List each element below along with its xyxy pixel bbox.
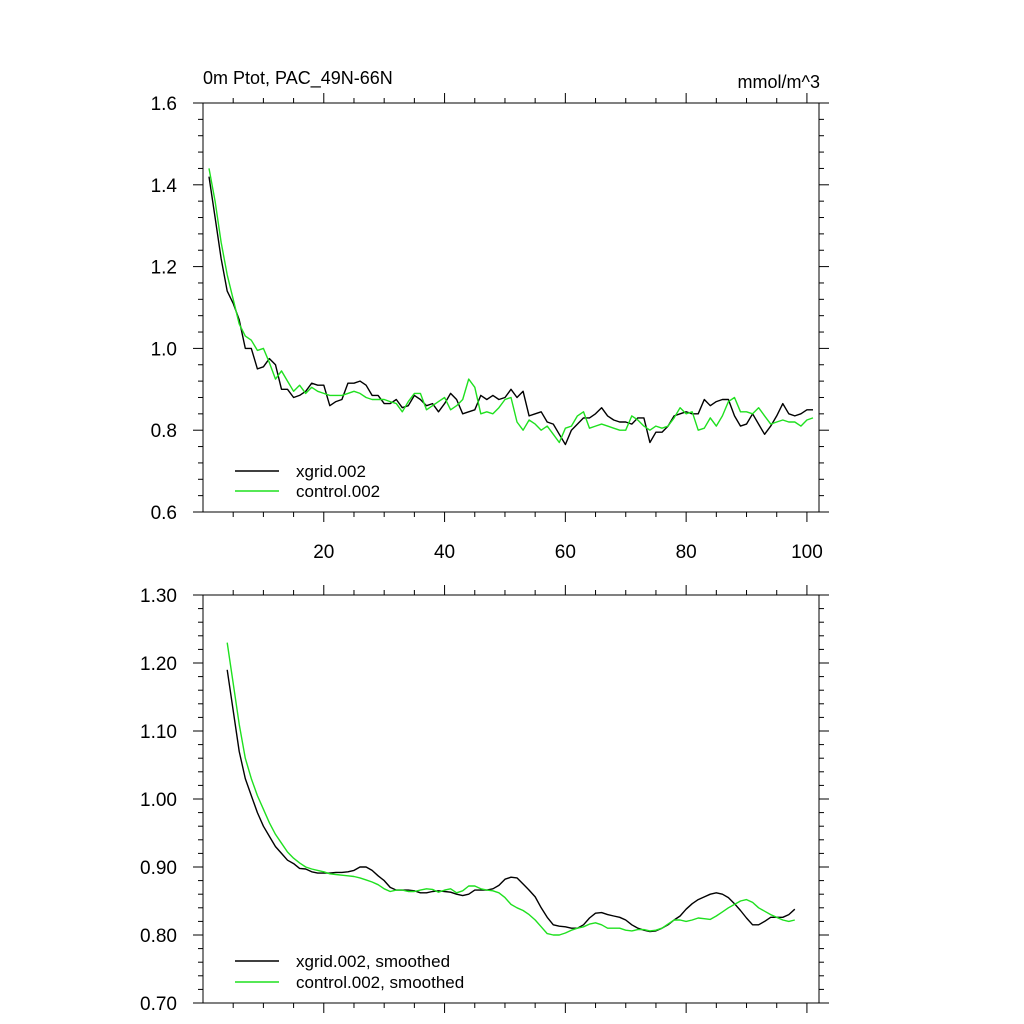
bottom-legend-label-control: control.002, smoothed [296,973,464,992]
top-y-tick-label: 0.8 [151,421,177,442]
top-x-tick-label: 100 [791,542,823,563]
top-series-line-xgrid [208,176,813,446]
top-x-tick-labels: 20 40 60 80 100 [313,542,823,563]
top-legend-label-control: control.002 [296,482,380,501]
bottom-legend-label-xgrid: xgrid.002, smoothed [296,952,450,971]
top-ticks [193,93,829,522]
top-panel: 0m Ptot, PAC_49N-66N mmol/m^3 0.6 0.8 1.0 1… [151,68,829,563]
top-chart-title: 0m Ptot, PAC_49N-66N [203,68,393,89]
bottom-plot-frame [202,594,820,1004]
bot-y-tick-label: 0.70 [140,994,177,1015]
top-x-tick-label: 40 [434,542,455,563]
top-y-tick-label: 1.2 [151,258,177,279]
top-series-group [208,168,814,446]
bot-y-tick-label: 1.00 [140,790,177,811]
bottom-series-group [226,642,796,936]
top-legend-label-xgrid: xgrid.002 [296,462,366,481]
top-x-tick-label: 20 [313,542,334,563]
bot-y-tick-label: 0.80 [140,926,177,947]
bot-series-line-control [226,642,795,936]
bottom-legend: xgrid.002, smoothed control.002, smoothe… [235,952,464,992]
bot-y-tick-label: 1.30 [140,586,177,607]
bottom-y-tick-labels: 0.70 0.80 0.90 1.00 1.10 1.20 1.30 [140,586,177,1015]
top-y-tick-label: 1.4 [151,176,178,197]
bot-y-tick-label: 1.20 [140,654,177,675]
top-y-tick-labels: 0.6 0.8 1.0 1.2 1.4 1.6 [151,94,178,524]
top-y-tick-label: 1.0 [151,339,177,360]
top-x-tick-label: 60 [555,542,576,563]
top-y-tick-label: 1.6 [151,94,177,115]
top-legend: xgrid.002 control.002 [235,462,380,501]
bot-y-tick-label: 0.90 [140,858,177,879]
bottom-ticks [193,585,829,1013]
bot-y-tick-label: 1.10 [140,722,177,743]
bot-series-line-xgrid [226,669,796,933]
top-plot-frame [202,102,820,513]
top-y-tick-label: 0.6 [151,503,177,524]
bottom-panel: 0.70 0.80 0.90 1.00 1.10 1.20 1.30 xgrid.002, … [140,585,829,1015]
top-series-line-control [208,168,814,444]
top-x-tick-label: 80 [676,542,697,563]
top-chart-units: mmol/m^3 [738,72,820,92]
